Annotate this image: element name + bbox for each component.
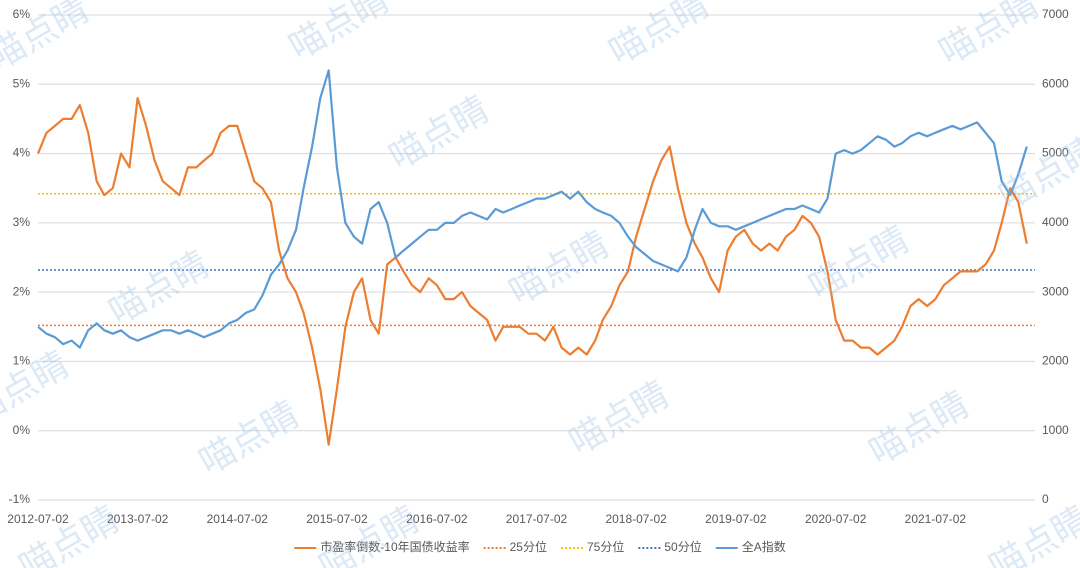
x-tick-label: 2012-07-02	[7, 512, 69, 526]
x-tick-label: 2013-07-02	[107, 512, 169, 526]
x-tick-label: 2019-07-02	[705, 512, 767, 526]
y2-tick-label: 1000	[1042, 423, 1069, 437]
y-tick-label: 4%	[13, 146, 31, 160]
watermark: 喵点睛	[602, 0, 716, 73]
watermark: 喵点睛	[982, 499, 1080, 568]
x-tick-label: 2021-07-02	[905, 512, 967, 526]
x-tick-label: 2020-07-02	[805, 512, 867, 526]
legend-label: 50分位	[664, 539, 701, 554]
watermark: 喵点睛	[12, 499, 126, 568]
watermark: 喵点睛	[802, 219, 916, 309]
legend-label: 全A指数	[742, 539, 786, 554]
watermark: 喵点睛	[102, 244, 216, 334]
legend-label: 25分位	[510, 539, 547, 554]
watermark: 喵点睛	[932, 0, 1046, 73]
watermark: 喵点睛	[502, 224, 616, 314]
watermark: 喵点睛	[562, 374, 676, 464]
y2-tick-label: 2000	[1042, 354, 1069, 368]
watermark: 喵点睛	[382, 89, 496, 179]
y-tick-label: 5%	[13, 76, 31, 90]
y2-tick-label: 7000	[1042, 7, 1069, 21]
watermark: 喵点睛	[192, 394, 306, 484]
y2-tick-label: 3000	[1042, 284, 1069, 298]
legend: 市盈率倒数-10年国债收益率 25分位 75分位 50分位 全A指数	[294, 539, 786, 554]
watermark: 喵点睛	[282, 0, 396, 68]
x-tick-label: 2018-07-02	[605, 512, 667, 526]
y2-tick-label: 0	[1042, 492, 1049, 506]
data-line	[36, 97, 1028, 446]
legend-label: 市盈率倒数-10年国债收益率	[320, 539, 469, 554]
y2-tick-label: 4000	[1042, 215, 1069, 229]
watermark: 喵点睛	[992, 129, 1080, 219]
watermark: 喵点睛	[0, 344, 76, 434]
y-tick-label: 2%	[13, 284, 31, 298]
y-tick-label: -1%	[9, 492, 31, 506]
data-line	[37, 69, 1028, 349]
y2-tick-label: 6000	[1042, 76, 1069, 90]
x-tick-label: 2015-07-02	[306, 512, 368, 526]
y-tick-label: 3%	[13, 215, 31, 229]
legend-label: 75分位	[587, 539, 624, 554]
x-tick-label: 2017-07-02	[506, 512, 568, 526]
x-tick-label: 2014-07-02	[207, 512, 269, 526]
watermark: 喵点睛	[312, 499, 426, 568]
y-tick-label: 1%	[13, 354, 31, 368]
y2-tick-label: 5000	[1042, 146, 1069, 160]
x-tick-label: 2016-07-02	[406, 512, 468, 526]
y-tick-label: 0%	[13, 423, 31, 437]
watermark: 喵点睛	[862, 384, 976, 474]
y-tick-label: 6%	[13, 7, 31, 21]
